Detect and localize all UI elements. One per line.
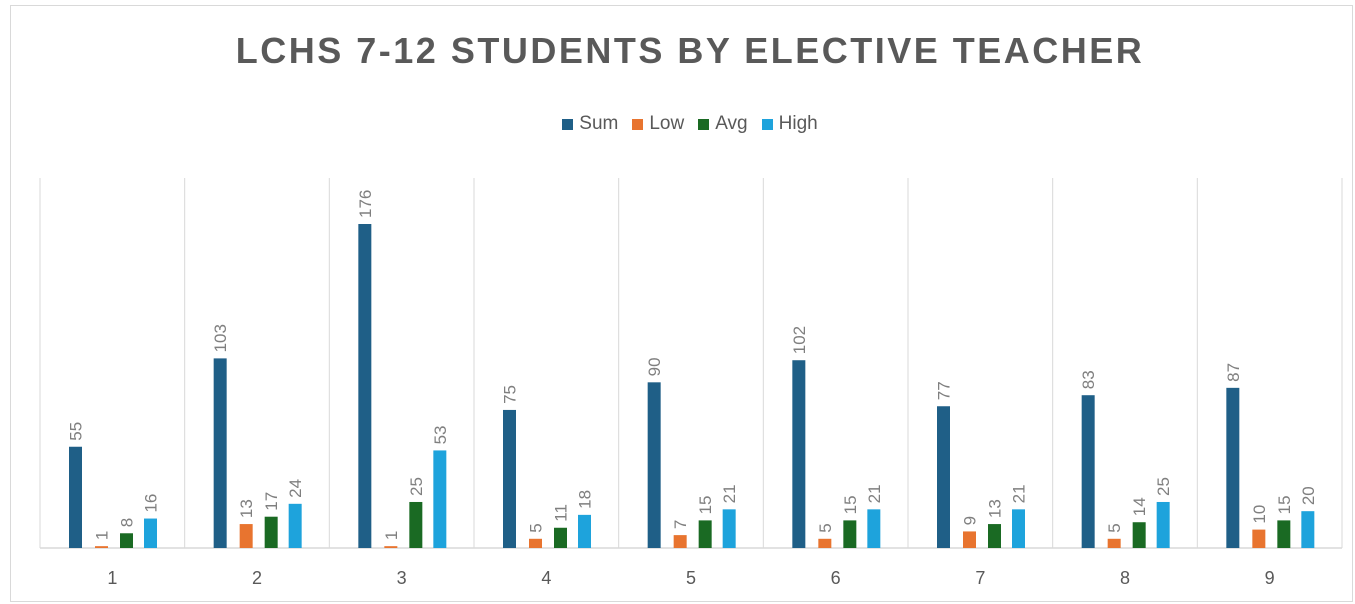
data-label: 1 [382, 531, 401, 540]
data-label: 24 [286, 479, 305, 498]
x-tick-label: 9 [1265, 568, 1275, 588]
data-label: 75 [501, 385, 520, 404]
bar [1012, 509, 1025, 548]
data-label: 77 [935, 381, 954, 400]
bar [673, 535, 687, 548]
bar [1226, 387, 1240, 548]
data-label: 83 [1079, 370, 1098, 389]
legend-swatch [761, 118, 773, 130]
bar [239, 524, 253, 548]
legend-swatch [562, 118, 574, 130]
bar [1156, 501, 1170, 548]
bar [358, 224, 372, 548]
bar [818, 538, 832, 548]
legend-swatch [698, 118, 710, 130]
data-label: 25 [1154, 477, 1173, 496]
legend-label: Avg [715, 113, 748, 134]
bar [288, 503, 302, 548]
bar [963, 531, 976, 548]
bar [409, 501, 423, 548]
chart-frame [10, 5, 1353, 602]
data-label: 176 [356, 190, 375, 218]
x-tick-label: 1 [107, 568, 117, 588]
bar [384, 546, 398, 548]
data-label: 21 [865, 484, 884, 503]
bar [988, 524, 1001, 548]
bar [792, 360, 806, 548]
chart-title: LCHS 7-12 STUDENTS BY ELECTIVE TEACHER [235, 30, 1145, 71]
x-tick-label: 4 [541, 568, 551, 588]
x-tick-label: 7 [975, 568, 985, 588]
data-label: 15 [841, 495, 860, 514]
bar [1301, 511, 1315, 548]
data-label: 10 [1250, 505, 1269, 524]
data-label: 55 [67, 422, 86, 441]
bar [698, 520, 712, 548]
x-tick-label: 8 [1120, 568, 1130, 588]
data-label: 90 [645, 357, 664, 376]
legend-label: High [778, 113, 818, 134]
bar [578, 514, 591, 548]
legend-item: Sum [562, 113, 618, 135]
bar [95, 546, 108, 548]
bar [264, 516, 278, 548]
bar [120, 533, 133, 548]
data-label: 25 [407, 477, 426, 496]
data-label: 1 [93, 531, 112, 540]
data-label: 87 [1224, 363, 1243, 382]
data-label: 14 [1130, 497, 1149, 516]
data-label: 5 [816, 523, 835, 532]
data-label: 18 [576, 490, 595, 509]
bar [1277, 520, 1291, 548]
data-label: 15 [1275, 495, 1294, 514]
data-label: 5 [1105, 523, 1124, 532]
data-label: 7 [671, 520, 690, 529]
data-label: 11 [552, 504, 571, 522]
data-label: 21 [1010, 484, 1029, 503]
x-tick-label: 6 [831, 568, 841, 588]
bar [433, 450, 447, 548]
legend-item: Low [632, 113, 684, 135]
bar [722, 509, 736, 548]
data-label: 8 [118, 518, 137, 527]
bar [1107, 538, 1121, 548]
data-label: 13 [986, 499, 1005, 518]
chart-legend: Sum Low Avg High [0, 113, 1355, 135]
bar [1252, 529, 1266, 548]
bar [1132, 522, 1146, 548]
legend-item: High [761, 113, 818, 135]
data-label: 53 [431, 426, 450, 445]
data-label: 103 [211, 324, 230, 352]
bar [529, 538, 542, 548]
data-label: 21 [720, 484, 739, 503]
data-label: 13 [237, 499, 256, 518]
bar [144, 518, 157, 548]
bar [647, 382, 661, 548]
bar [503, 409, 516, 548]
x-tick-label: 3 [397, 568, 407, 588]
bar [937, 406, 950, 548]
legend-label: Low [649, 113, 685, 134]
bar [843, 520, 857, 548]
bar [69, 446, 82, 548]
data-label: 9 [961, 516, 980, 525]
legend-label: Sum [579, 113, 619, 134]
legend-swatch [632, 118, 644, 130]
bar [1081, 395, 1095, 548]
x-tick-label: 2 [252, 568, 262, 588]
data-label: 5 [527, 523, 546, 532]
bar [554, 527, 567, 548]
data-label: 16 [142, 494, 161, 513]
data-label: 20 [1299, 486, 1318, 505]
bar [213, 358, 227, 548]
x-tick-label: 5 [686, 568, 696, 588]
data-label: 102 [790, 326, 809, 354]
legend-item: Avg [698, 113, 748, 135]
data-label: 17 [262, 492, 281, 511]
bar [867, 509, 881, 548]
data-label: 15 [696, 495, 715, 514]
